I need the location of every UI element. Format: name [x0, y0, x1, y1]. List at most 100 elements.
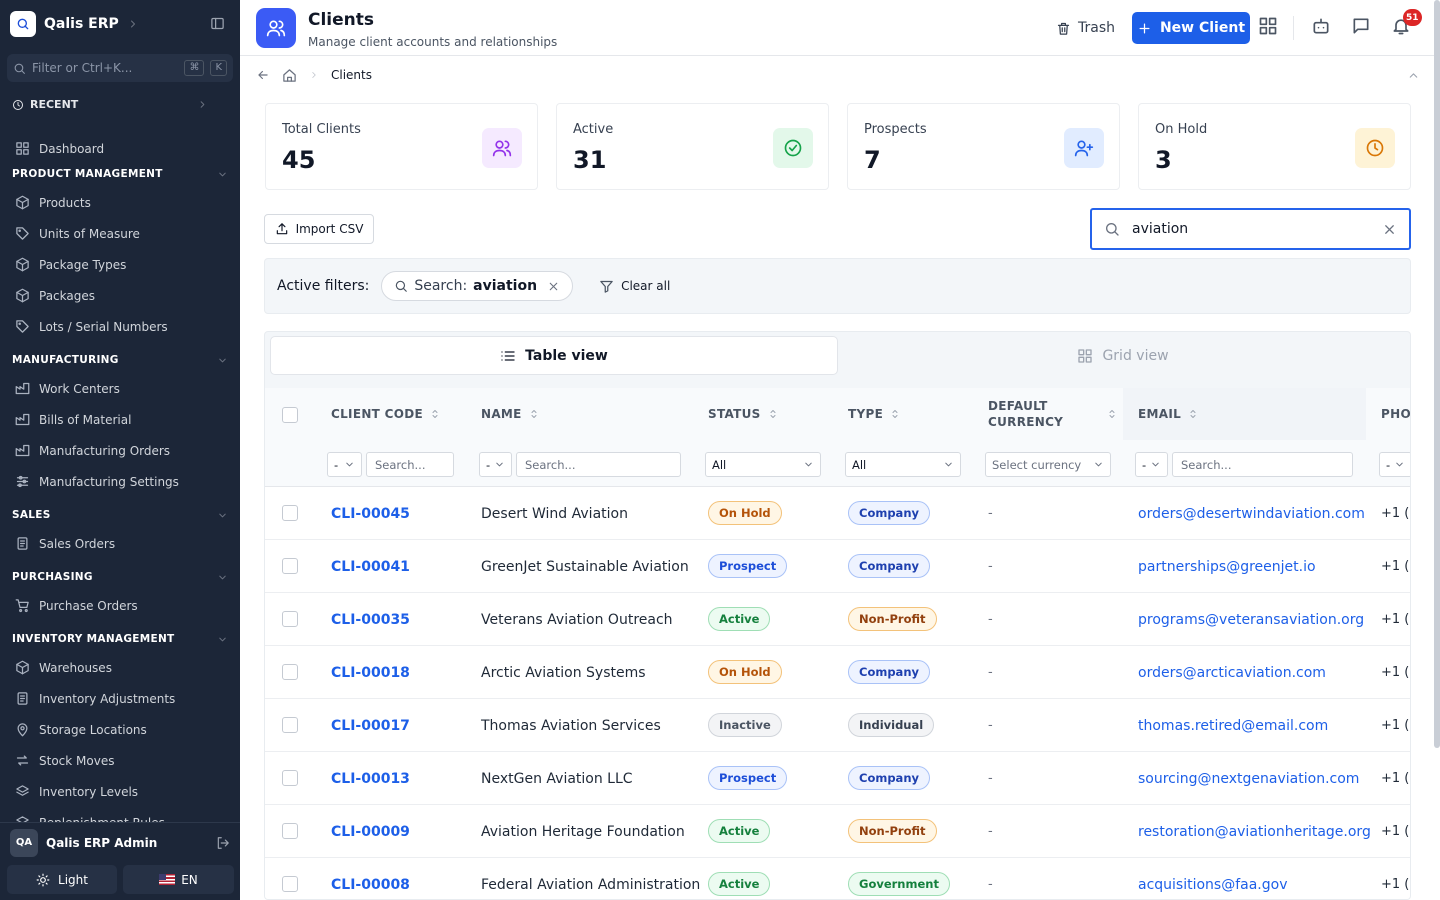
clear-all[interactable]: Clear all: [599, 279, 670, 294]
client-code[interactable]: CLI-00018: [331, 664, 410, 681]
nav-item[interactable]: Products: [0, 187, 240, 218]
email[interactable]: restoration@aviationheritage.org: [1138, 823, 1371, 840]
column-header[interactable]: TYPE: [848, 388, 968, 440]
nav-item[interactable]: Work Centers: [0, 373, 240, 404]
nav-item[interactable]: Inventory Adjustments: [0, 683, 240, 714]
filter-select[interactable]: -: [1379, 452, 1410, 477]
grid-view-tab[interactable]: Grid view: [839, 336, 1407, 375]
checkbox[interactable]: [282, 823, 298, 839]
checkbox[interactable]: [282, 558, 298, 574]
user[interactable]: QA Qalis ERP Admin: [0, 822, 240, 862]
table-row[interactable]: CLI-00008 Federal Aviation Administration…: [265, 858, 1410, 899]
nav-item[interactable]: Package Types: [0, 249, 240, 280]
client-code[interactable]: CLI-00009: [331, 823, 410, 840]
stat-value: 31: [573, 146, 607, 174]
import-button[interactable]: Import CSV: [264, 214, 374, 244]
section-header[interactable]: MANUFACTURING: [0, 347, 240, 373]
column-header[interactable]: CLIENT CODE: [331, 388, 461, 440]
icon: [394, 279, 408, 293]
header-icon-button[interactable]: [1311, 16, 1331, 40]
column-header[interactable]: EMAIL: [1138, 388, 1361, 440]
nav-item[interactable]: Units of Measure: [0, 218, 240, 249]
filter-chip[interactable]: Search: aviation: [381, 271, 574, 301]
filter-input[interactable]: Search...: [516, 452, 681, 477]
table-row[interactable]: CLI-00018 Arctic Aviation Systems On Hold C…: [265, 646, 1410, 699]
client-code[interactable]: CLI-00041: [331, 558, 410, 575]
language-button[interactable]: EN: [123, 865, 234, 894]
column-header[interactable]: PHO: [1381, 388, 1410, 440]
nav-item[interactable]: Manufacturing Settings: [0, 466, 240, 497]
checkbox[interactable]: [282, 770, 298, 786]
email[interactable]: sourcing@nextgenaviation.com: [1138, 770, 1360, 787]
table-row[interactable]: CLI-00009 Aviation Heritage Foundation Act…: [265, 805, 1410, 858]
nav-item[interactable]: Dashboard: [0, 133, 240, 164]
email[interactable]: acquisitions@faa.gov: [1138, 876, 1288, 893]
client-code[interactable]: CLI-00035: [331, 611, 410, 628]
header-icon-button[interactable]: [1351, 16, 1371, 40]
email[interactable]: programs@veteransaviation.org: [1138, 611, 1365, 628]
checkbox[interactable]: [282, 407, 298, 423]
icon: [1311, 16, 1331, 36]
filter-select[interactable]: All: [705, 452, 821, 477]
section-title: INVENTORY MANAGEMENT: [12, 633, 175, 645]
new-client-button[interactable]: New Client: [1132, 12, 1250, 44]
nav-item[interactable]: Stock Moves: [0, 745, 240, 776]
recent[interactable]: RECENT: [12, 98, 208, 111]
client-code[interactable]: CLI-00017: [331, 717, 410, 734]
column-header[interactable]: STATUS: [708, 388, 828, 440]
icon-shape: [13, 99, 23, 110]
search-box[interactable]: aviation: [1090, 208, 1411, 250]
trash-button[interactable]: Trash: [1056, 14, 1115, 42]
filter-select[interactable]: -: [479, 452, 512, 477]
select-value: All: [852, 457, 867, 472]
email[interactable]: orders@desertwindaviation.com: [1138, 505, 1365, 522]
checkbox[interactable]: [282, 876, 298, 892]
theme-button[interactable]: Light: [7, 865, 117, 894]
section-header[interactable]: PRODUCT MANAGEMENT: [0, 161, 240, 187]
nav-item[interactable]: Inventory Levels: [0, 776, 240, 807]
filter-select[interactable]: All: [845, 452, 961, 477]
nav-label: Manufacturing Settings: [39, 474, 179, 489]
nav-item[interactable]: Bills of Material: [0, 404, 240, 435]
email[interactable]: thomas.retired@email.com: [1138, 717, 1329, 734]
sidebar-filter[interactable]: Filter or Ctrl+K... ⌘ K: [7, 54, 233, 82]
checkbox[interactable]: [282, 505, 298, 521]
filter-select[interactable]: Select currency: [985, 452, 1111, 477]
checkbox[interactable]: [282, 717, 298, 733]
section-header[interactable]: PURCHASING: [0, 564, 240, 590]
checkbox[interactable]: [282, 611, 298, 627]
table-row[interactable]: CLI-00017 Thomas Aviation Services Inactiv…: [265, 699, 1410, 752]
nav-item[interactable]: Packages: [0, 280, 240, 311]
client-code[interactable]: CLI-00013: [331, 770, 410, 787]
email[interactable]: orders@arcticaviation.com: [1138, 664, 1326, 681]
client-code[interactable]: CLI-00045: [331, 505, 410, 522]
filter-input[interactable]: Search...: [366, 452, 454, 477]
nav-item[interactable]: Lots / Serial Numbers: [0, 311, 240, 342]
column-header[interactable]: DEFAULT CURRENCY: [988, 388, 1118, 440]
nav-item[interactable]: Replenishment Rules: [0, 807, 240, 822]
section-header[interactable]: INVENTORY MANAGEMENT: [0, 626, 240, 652]
brand-name[interactable]: Qalis ERP: [44, 15, 119, 32]
table-row[interactable]: CLI-00045 Desert Wind Aviation On Hold Comp…: [265, 487, 1410, 540]
nav-item[interactable]: Purchase Orders: [0, 590, 240, 621]
nav-item[interactable]: Storage Locations: [0, 714, 240, 745]
nav-item[interactable]: Sales Orders: [0, 528, 240, 559]
nav-item[interactable]: Warehouses: [0, 652, 240, 683]
filter-input[interactable]: Search...: [1172, 452, 1353, 477]
column-header[interactable]: NAME: [481, 388, 688, 440]
filter-select[interactable]: -: [1135, 452, 1168, 477]
section-header[interactable]: SALES: [0, 502, 240, 528]
nav-item[interactable]: Manufacturing Orders: [0, 435, 240, 466]
table-row[interactable]: CLI-00013 NextGen Aviation LLC Prospect Com…: [265, 752, 1410, 805]
table-view-tab[interactable]: Table view: [270, 336, 838, 375]
checkbox[interactable]: [282, 664, 298, 680]
table-row[interactable]: CLI-00035 Veterans Aviation Outreach Activ…: [265, 593, 1410, 646]
icon-shape: [16, 320, 29, 333]
filter-select[interactable]: -: [327, 452, 362, 477]
email[interactable]: partnerships@greenjet.io: [1138, 558, 1316, 575]
icon: [15, 257, 30, 272]
nav-label: Products: [39, 195, 91, 210]
table-row[interactable]: CLI-00041 GreenJet Sustainable Aviation Pr…: [265, 540, 1410, 593]
client-code[interactable]: CLI-00008: [331, 876, 410, 893]
header-icon-button[interactable]: [1258, 16, 1278, 40]
